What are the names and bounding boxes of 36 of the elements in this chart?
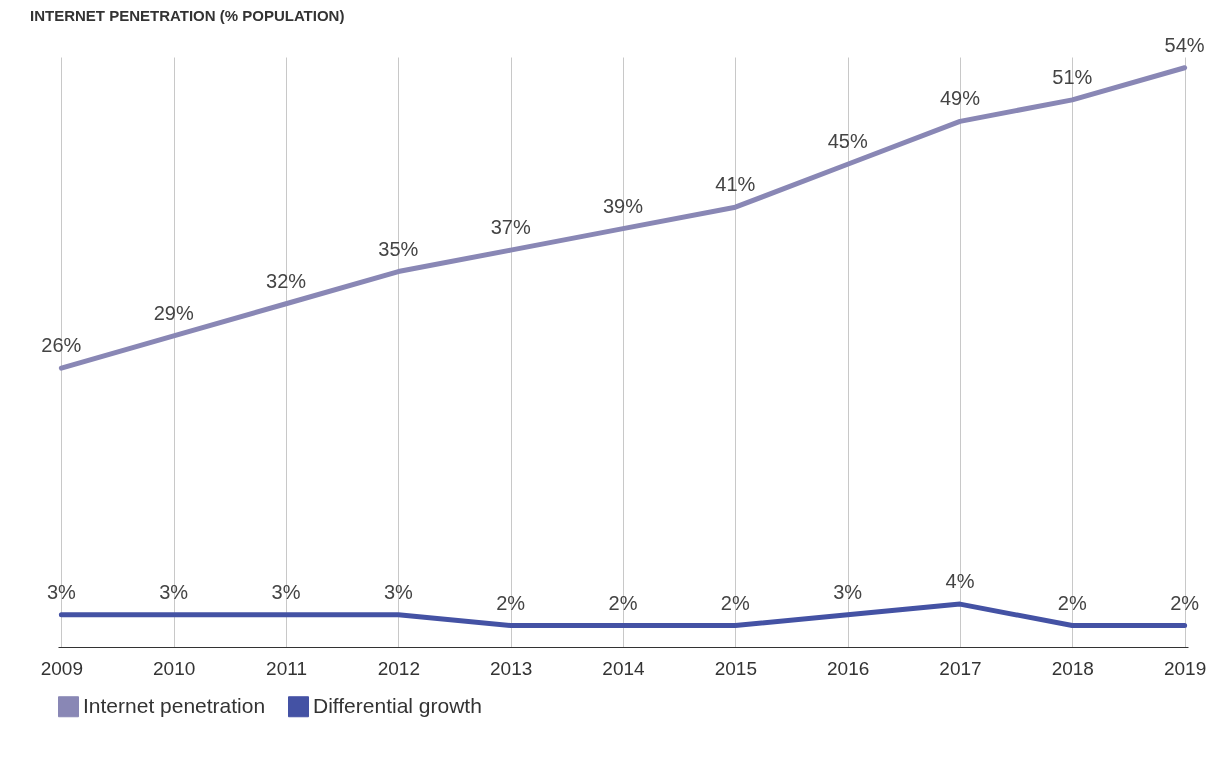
data-label: 2% xyxy=(608,591,638,614)
data-label: 37% xyxy=(490,216,531,239)
x-tick-label: 2009 xyxy=(40,657,84,679)
data-label: 3% xyxy=(271,580,301,603)
data-label: 29% xyxy=(153,301,194,324)
data-label: 45% xyxy=(827,130,868,153)
x-tick-label: 2017 xyxy=(939,657,982,679)
data-label: 51% xyxy=(1052,65,1093,88)
data-label: 32% xyxy=(266,269,307,292)
data-label: 39% xyxy=(602,194,644,217)
x-tick-label: 2014 xyxy=(602,657,646,679)
x-tick-label: 2016 xyxy=(827,657,870,679)
chart-title: INTERNET PENETRATION (% POPULATION) xyxy=(30,6,345,24)
x-tick-label: 2015 xyxy=(714,657,757,679)
data-label: 26% xyxy=(41,334,82,357)
legend-label: Internet penetration xyxy=(83,693,266,717)
data-label: 35% xyxy=(378,237,419,260)
data-label: 3% xyxy=(159,580,189,603)
x-tick-label: 2019 xyxy=(1163,657,1207,679)
data-label: 2% xyxy=(496,591,526,614)
x-tick-label: 2011 xyxy=(266,657,307,679)
data-label: 3% xyxy=(46,580,77,603)
data-label: 41% xyxy=(715,173,756,196)
x-tick-label: 2013 xyxy=(490,657,533,679)
data-label: 49% xyxy=(939,87,981,110)
data-label: 2% xyxy=(1057,591,1087,614)
data-label: 54% xyxy=(1164,33,1205,56)
data-label: 3% xyxy=(833,580,863,603)
x-tick-label: 2012 xyxy=(377,657,420,679)
legend-label: Differential growth xyxy=(313,693,482,717)
data-label: 2% xyxy=(1170,591,1200,614)
x-tick-label: 2010 xyxy=(153,657,196,679)
x-tick-label: 2018 xyxy=(1051,657,1094,679)
data-label: 2% xyxy=(720,591,750,614)
data-label: 3% xyxy=(383,580,414,603)
data-label: 4% xyxy=(945,570,975,593)
